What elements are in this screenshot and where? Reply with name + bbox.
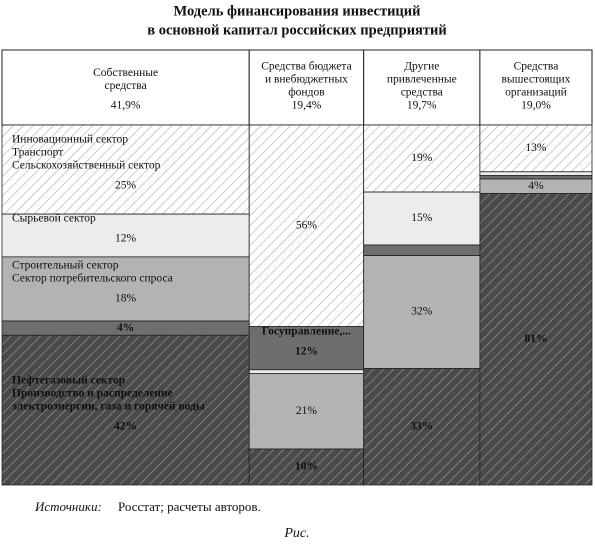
segment-text: Нефтегазовый сектор bbox=[12, 374, 125, 386]
title: Модель финансирования инвестиций bbox=[173, 3, 420, 19]
column-name: и внебюджетных bbox=[265, 74, 348, 86]
source-label: Источники: bbox=[34, 499, 102, 514]
segment bbox=[248, 124, 365, 328]
segment bbox=[1, 213, 250, 258]
segment-label: 25% bbox=[115, 180, 137, 192]
segment-text: Сектор потребительского спроса bbox=[12, 273, 173, 285]
column-name: средства bbox=[401, 87, 443, 99]
column-header bbox=[479, 49, 593, 126]
segment-label: 15% bbox=[411, 212, 433, 224]
segment-label: 18% bbox=[115, 293, 137, 305]
segment-text: Строительный сектор bbox=[12, 260, 119, 272]
column-name: Средства bbox=[514, 61, 559, 73]
column-share: 41,9% bbox=[111, 100, 141, 112]
title: в основной капитал российских предприяти… bbox=[147, 22, 447, 38]
segment-text: Инновационный сектор bbox=[12, 134, 128, 146]
segment bbox=[479, 192, 593, 486]
segment-text: Транспорт bbox=[12, 147, 63, 159]
segment-label: 21% bbox=[296, 405, 318, 417]
segment-label: 42% bbox=[114, 420, 137, 432]
segment bbox=[248, 372, 365, 450]
segment bbox=[363, 191, 481, 246]
segment-text: Сырьевой сектор bbox=[12, 213, 96, 225]
segment-text: Сельскохозяйственный сектор bbox=[12, 160, 161, 172]
segment-label: 33% bbox=[410, 420, 433, 432]
column-share: 19,0% bbox=[521, 100, 551, 112]
segment bbox=[1, 334, 250, 486]
column-name: средства bbox=[105, 80, 147, 92]
segment-label: 56% bbox=[296, 219, 318, 231]
column-name: привлеченные bbox=[387, 74, 457, 86]
column-name: фондов bbox=[288, 87, 325, 99]
segment-label: 4% bbox=[117, 322, 134, 334]
caption: Рис. bbox=[283, 526, 309, 541]
source-text: Росстат; расчеты авторов. bbox=[118, 499, 261, 514]
column-share: 19,4% bbox=[292, 100, 322, 112]
column-share: 19,7% bbox=[407, 100, 437, 112]
segment bbox=[479, 124, 593, 173]
segment-text: электроэнергии, газа и горячей воды bbox=[12, 400, 205, 412]
segment bbox=[363, 244, 481, 256]
segment-label: 12% bbox=[115, 233, 137, 245]
segment-label: 32% bbox=[411, 306, 433, 318]
segment bbox=[479, 174, 593, 180]
segment-text: Производство и распределение bbox=[12, 387, 173, 399]
segment-label: 10% bbox=[295, 461, 318, 473]
segment bbox=[363, 124, 481, 193]
column-name: Другие bbox=[404, 61, 439, 73]
column-name: Собственные bbox=[93, 67, 158, 79]
column-header bbox=[1, 49, 250, 126]
segment bbox=[1, 256, 250, 322]
segment bbox=[248, 448, 365, 486]
column-name: Средства бюджета bbox=[261, 61, 352, 73]
segment bbox=[248, 326, 365, 371]
column-name: организаций bbox=[505, 87, 567, 99]
segment bbox=[363, 368, 481, 486]
segment-text: Госуправление,... bbox=[262, 325, 351, 337]
segment-label: 12% bbox=[295, 345, 318, 357]
segment bbox=[1, 124, 250, 215]
segment-label: 4% bbox=[528, 180, 544, 192]
segment-label: 81% bbox=[524, 333, 547, 345]
segment bbox=[248, 369, 365, 374]
segment bbox=[479, 171, 593, 176]
segment-label: 13% bbox=[525, 142, 547, 154]
segment bbox=[363, 255, 481, 369]
column-name: вышестоящих bbox=[501, 74, 570, 86]
segment-label: 19% bbox=[411, 152, 433, 164]
